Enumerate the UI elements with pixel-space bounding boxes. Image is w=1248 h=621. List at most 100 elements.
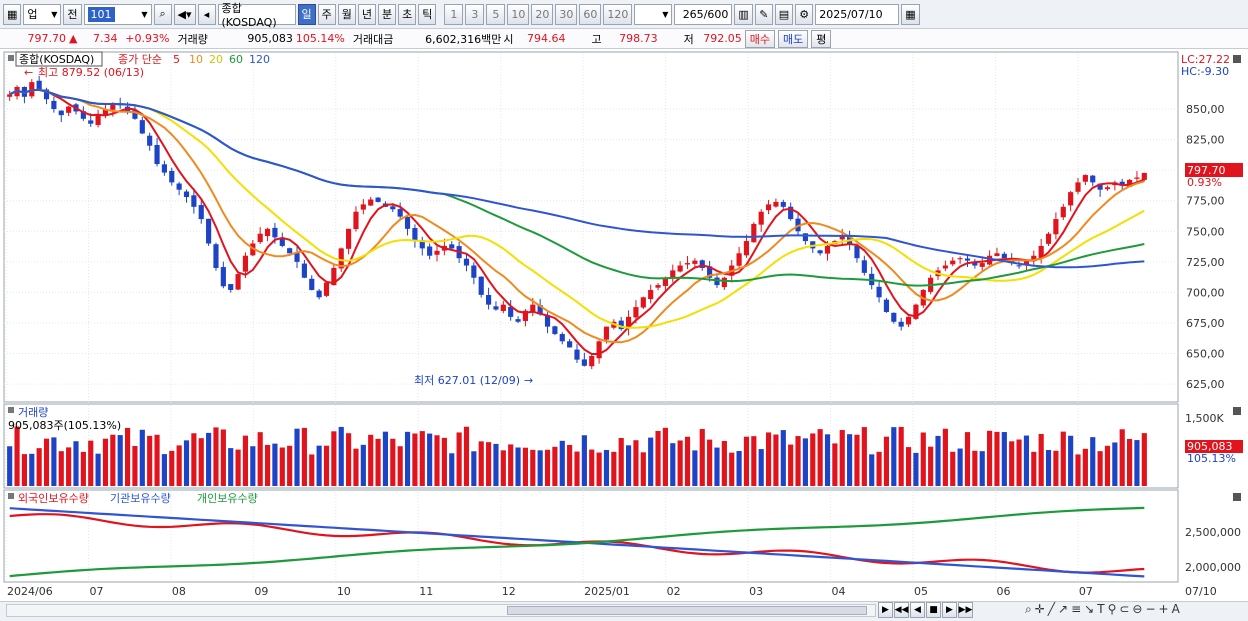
candle-body (1134, 177, 1140, 179)
volume-bar (124, 427, 131, 486)
draw-tool-icon[interactable]: ✎ (754, 3, 773, 25)
candle-body (147, 135, 153, 146)
minute-5[interactable]: 5 (486, 3, 506, 25)
period-week[interactable]: 주 (317, 3, 336, 25)
candle-settings-icon[interactable]: ▥ (734, 3, 753, 25)
volume-bar (832, 443, 838, 486)
candle-body (88, 120, 94, 124)
zoom-plus-button[interactable]: + (1158, 602, 1169, 616)
text-tool-icon[interactable]: T (1097, 602, 1105, 616)
volume-bar (810, 433, 816, 486)
period-minute[interactable]: 분 (378, 3, 397, 25)
count-input[interactable]: 265 /600 (674, 3, 733, 25)
candle-body (817, 250, 823, 254)
volume-bar (139, 429, 145, 486)
volume-bar (544, 449, 551, 486)
stop-icon[interactable]: ■ (926, 602, 941, 618)
font-size-button[interactable]: A (1171, 602, 1180, 616)
date-tick-label: 07 (1079, 585, 1093, 598)
volume-bar (73, 441, 79, 486)
individual-holdings-legend: 개인보유수량 (197, 492, 258, 505)
open-label: 시 (503, 32, 514, 46)
minute-20[interactable]: 20 (531, 3, 554, 25)
next-icon[interactable]: ▶ (942, 602, 957, 618)
first-icon[interactable]: ◀◀ (894, 602, 909, 618)
prev-icon[interactable]: ◀ (910, 602, 925, 618)
chart-svg[interactable]: 850,00825,00800,00775,00750,00725,00700,… (0, 50, 1248, 602)
candle-body (486, 295, 492, 305)
volume-bar (353, 448, 359, 486)
magnify-icon[interactable]: ⌕ (1025, 602, 1032, 616)
custom-period-select[interactable]: ▼ (634, 3, 673, 25)
zoom-out-icon[interactable]: ⊖ (1132, 602, 1143, 616)
grid-icon[interactable]: ▦ (3, 3, 22, 25)
magnet-icon[interactable]: ⊂ (1119, 602, 1130, 616)
period-month[interactable]: 월 (337, 3, 356, 25)
date-axis: 2024/06 07 08 09 10 11 12 2025/01 02 03 04 05 06 07 (7, 585, 1093, 598)
crosshair-icon[interactable]: ✛ (1034, 602, 1045, 616)
minute-1[interactable]: 1 (444, 3, 464, 25)
volume-bar (471, 451, 477, 486)
fib-tool-icon[interactable]: ≡ (1071, 602, 1082, 616)
period-tick[interactable]: 틱 (418, 3, 437, 25)
volume-bar (368, 434, 374, 486)
period-second[interactable]: 초 (398, 3, 417, 25)
volume-bar (43, 438, 50, 486)
price-pane[interactable] (3, 51, 1179, 403)
volume-bar (574, 451, 580, 486)
volume-title: 거래량 (18, 406, 48, 419)
volume-bar (257, 432, 263, 486)
pin-icon[interactable]: ⚲ (1107, 602, 1117, 616)
prev-code-icon[interactable]: ◂ (197, 3, 216, 25)
volume-bar (434, 435, 440, 486)
period-day[interactable]: 일 (297, 3, 316, 25)
minute-3[interactable]: 3 (465, 3, 485, 25)
candle-body (603, 326, 610, 340)
scroll-right-icon[interactable]: ▶ (878, 602, 893, 618)
volume-bar (537, 450, 543, 486)
minute-60[interactable]: 60 (579, 3, 602, 25)
zoom-minus-button[interactable]: − (1145, 602, 1156, 616)
scrollbar-thumb[interactable] (507, 606, 867, 615)
period-year[interactable]: 년 (357, 3, 377, 25)
last-icon[interactable]: ▶▶ (958, 602, 973, 618)
pane-close-icon[interactable] (1233, 493, 1241, 501)
chart-area[interactable]: 850,00825,00800,00775,00750,00725,00700,… (0, 50, 1248, 602)
buy-button[interactable]: 매수 (744, 29, 775, 48)
minute-10[interactable]: 10 (507, 3, 530, 25)
gear-icon[interactable]: ⚙ (795, 3, 814, 25)
minute-120[interactable]: 120 (603, 3, 633, 25)
volume-value: 905,083 (247, 32, 293, 45)
mode-button[interactable]: 전 (63, 3, 82, 25)
volume-bar (905, 447, 912, 486)
chevron-down-icon: ▼ (51, 9, 58, 19)
market-select[interactable]: 업 ▼ (23, 3, 62, 25)
price-tick-label: 775,00 (1186, 195, 1225, 208)
candle-body (692, 260, 698, 264)
line-tool-icon[interactable]: ╱ (1047, 602, 1056, 616)
calendar-icon[interactable]: ▦ (901, 3, 920, 25)
sell-button[interactable]: 매도 (777, 29, 809, 48)
volume-bar (950, 451, 956, 486)
candle-body (360, 204, 366, 210)
chart-scrollbar[interactable] (6, 604, 876, 617)
avg-button[interactable]: 평 (811, 29, 832, 48)
candle-body (161, 164, 167, 173)
code-input[interactable]: 101 ▼ (83, 3, 152, 25)
candle-body (1053, 219, 1059, 235)
search-icon[interactable]: ⌕ (153, 3, 172, 25)
pane-close-icon[interactable] (1233, 55, 1241, 63)
indicator-icon[interactable]: ▤ (774, 3, 794, 25)
minute-30[interactable]: 30 (555, 3, 578, 25)
candle-body (824, 245, 831, 254)
candle-body (942, 265, 948, 269)
arrow-tool-icon[interactable]: ↘ (1084, 602, 1095, 616)
candle-body (404, 216, 411, 229)
candle-body (412, 228, 418, 242)
speaker-icon[interactable]: ◀▾ (173, 3, 196, 25)
date-input[interactable]: 2025/07/10 (815, 3, 900, 25)
pane-close-icon[interactable] (1233, 407, 1241, 415)
candle-body (390, 206, 396, 210)
trend-tool-icon[interactable]: ↗ (1058, 602, 1069, 616)
candle-body (618, 320, 624, 330)
